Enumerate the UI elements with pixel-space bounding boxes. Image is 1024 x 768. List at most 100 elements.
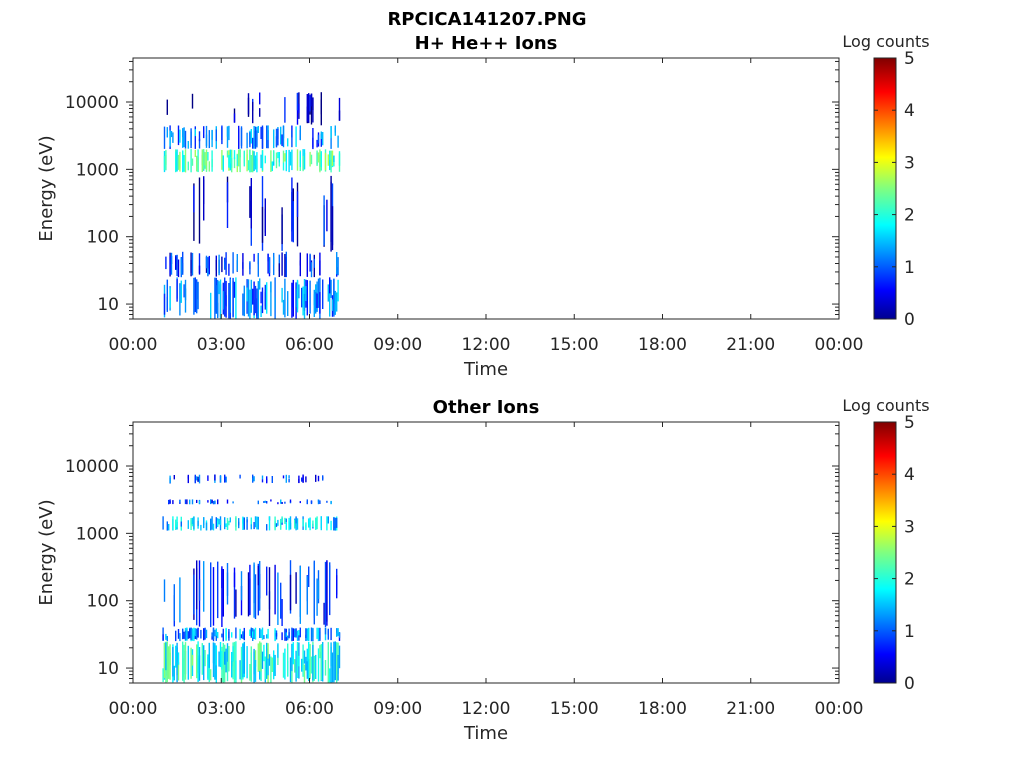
spectrogram-cell — [228, 125, 230, 141]
colorbar-tick-label: 5 — [904, 49, 915, 69]
spectrogram-cell — [317, 278, 320, 308]
spectrogram-cell — [252, 150, 254, 173]
spectrogram-cell — [250, 517, 252, 526]
spectrogram-cell — [225, 648, 227, 673]
spectrogram-cell — [260, 291, 262, 304]
spectrogram-cell — [260, 629, 262, 638]
spectrogram-cell — [165, 633, 167, 640]
spectrogram-cell — [212, 628, 215, 640]
spectrogram-cell — [239, 474, 241, 479]
spectrogram-cell — [198, 474, 201, 484]
spectrogram-cell — [191, 158, 194, 166]
spectrogram-cell — [323, 602, 325, 625]
spectrogram-cell — [208, 642, 210, 668]
spectrogram-cell — [243, 285, 245, 317]
spectrogram-cell — [252, 288, 254, 305]
y-tick-label: 10000 — [65, 457, 119, 477]
spectrogram-cell — [187, 645, 189, 680]
spectrogram-cell — [284, 278, 286, 318]
spectrogram-cell — [233, 150, 236, 160]
spectrogram-cell — [288, 475, 290, 479]
spectrogram-cell — [253, 522, 255, 530]
spectrogram-cell — [233, 113, 236, 123]
spectrogram-cell — [242, 516, 244, 530]
spectrogram-cell — [180, 280, 182, 303]
spectrogram-cell — [165, 642, 167, 671]
spectrogram-cell — [252, 631, 254, 638]
spectrogram-cell — [267, 658, 269, 676]
spectrogram-cell — [190, 128, 192, 149]
spectrogram-cell — [256, 516, 258, 530]
spectrogram-cell — [301, 477, 303, 482]
spectrogram-cell — [246, 154, 248, 172]
spectrogram-cell — [320, 516, 322, 531]
spectrogram-cell — [252, 137, 254, 149]
spectrogram-cell — [291, 149, 293, 171]
spectrogram-cell — [194, 474, 196, 484]
x-axis-label: Time — [463, 359, 508, 380]
spectrogram-cell — [228, 629, 230, 641]
spectrogram-cell — [291, 643, 293, 672]
spectrogram-cell — [204, 627, 206, 640]
spectrogram-cell — [317, 648, 320, 682]
spectrogram-cell — [257, 253, 259, 277]
spectrogram-cell — [231, 632, 233, 638]
spectrogram-cell — [264, 656, 266, 680]
spectrogram-cell — [198, 647, 201, 674]
spectrogram-cell — [296, 191, 299, 217]
spectrogram-cell — [282, 475, 285, 479]
x-tick-label: 09:00 — [373, 699, 422, 719]
spectrogram-cell — [280, 524, 282, 530]
spectrogram-data — [163, 92, 341, 319]
spectrogram-cell — [173, 475, 175, 480]
spectrogram-cell — [299, 627, 301, 638]
spectrogram-cell — [278, 152, 280, 163]
spectrogram-cell — [264, 208, 266, 233]
spectrogram-cell — [219, 475, 222, 483]
spectrogram-cell — [296, 149, 299, 171]
spectrogram-cell — [288, 517, 290, 531]
spectrogram-cell — [336, 252, 338, 275]
spectrogram-cell — [175, 256, 177, 270]
x-tick-label: 12:00 — [462, 699, 511, 719]
spectrogram-cell — [288, 149, 290, 173]
spectrogram-cell — [316, 293, 318, 308]
spectrogram-cell — [215, 129, 217, 142]
spectrogram-cell — [221, 633, 223, 638]
panel-title: H+ He++ Ions — [415, 33, 558, 54]
spectrogram-cell — [310, 262, 313, 278]
spectrogram-cell — [266, 125, 268, 149]
spectrogram-cell — [208, 161, 210, 172]
spectrogram-cell — [320, 644, 322, 681]
spectrogram-cell — [259, 92, 261, 105]
spectrogram-cell — [289, 516, 292, 530]
spectrogram-cell — [299, 125, 301, 141]
spectrogram-cell — [191, 93, 194, 109]
spectrogram-cell — [291, 627, 293, 642]
spectrogram-cell — [218, 651, 220, 667]
spectrogram-cell — [207, 500, 209, 503]
spectrogram-cell — [259, 628, 261, 638]
spectrogram-cell — [238, 149, 240, 167]
spectrogram-cell — [260, 642, 262, 672]
spectrogram-cell — [179, 633, 181, 642]
spectrogram-cell — [163, 293, 166, 315]
spectrogram-cell — [246, 519, 248, 530]
spectrogram-cell — [224, 651, 226, 665]
spectrogram-cell — [275, 136, 278, 148]
spectrogram-cell — [168, 500, 170, 503]
spectrogram-cell — [203, 561, 205, 612]
spectrogram-cell — [333, 517, 335, 531]
spectrogram-cell — [266, 476, 268, 484]
spectrogram-cell — [330, 175, 332, 252]
spectrogram-cell — [217, 561, 219, 619]
spectrogram-cell — [261, 479, 264, 483]
spectrogram-cell — [266, 566, 268, 596]
spectrogram-cell — [296, 92, 299, 111]
spectrogram-cell — [198, 265, 201, 275]
spectrogram-cell — [193, 185, 195, 213]
spectrogram-cell — [184, 642, 187, 680]
spectrogram-cell — [295, 516, 297, 524]
spectrogram-cell — [338, 110, 341, 121]
spectrogram-cell — [310, 500, 313, 505]
